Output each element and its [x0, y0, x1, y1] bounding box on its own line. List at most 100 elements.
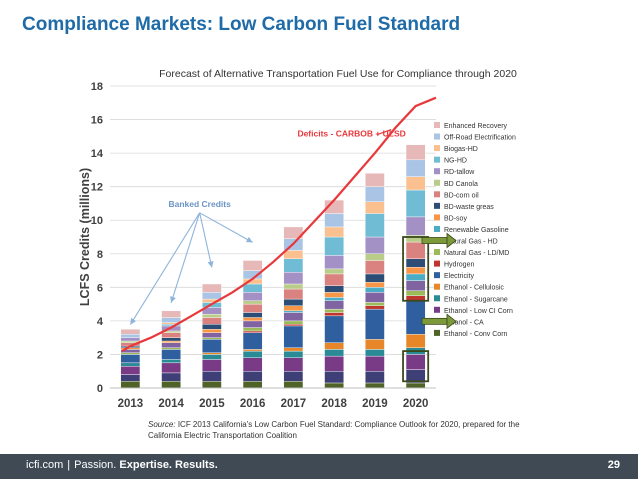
- y-tick-label: 0: [97, 383, 103, 395]
- banked-arrow: [129, 212, 201, 325]
- bar-segment: [161, 349, 181, 360]
- legend-swatch: [434, 306, 440, 313]
- y-tick-label: 6: [97, 282, 103, 294]
- bar-segment: [405, 273, 426, 281]
- x-tick-label: 2017: [281, 398, 307, 410]
- bar-segment: [365, 186, 385, 202]
- bar-segment: [202, 332, 222, 338]
- slide-title: Compliance Markets: Low Carbon Fuel Stan…: [22, 14, 461, 35]
- bar-segment: [324, 349, 344, 357]
- legend-label: Ethanol - Sugarcane: [444, 296, 508, 303]
- legend-swatch: [434, 179, 440, 186]
- legend-arrow-body: [421, 237, 448, 244]
- bar-segment: [365, 355, 385, 372]
- chart-axes: Forecast of Alternative Transportation F…: [78, 68, 517, 410]
- chart-annotations: Banked Credits: [129, 199, 457, 383]
- bar-segment: [120, 334, 141, 338]
- footer-brand[interactable]: icfi.com: [26, 459, 64, 471]
- bar-segment: [365, 201, 385, 214]
- source-text: ICF 2013 California's Low Carbon Fuel St…: [148, 420, 520, 440]
- legend-label: Ethanol - Low CI Corn: [444, 308, 513, 315]
- bar-segment: [405, 176, 426, 191]
- y-axis-label: LCFS Credits (millions): [78, 168, 92, 306]
- bar-segment: [161, 317, 181, 323]
- bar-segment: [283, 350, 304, 359]
- x-tick-label: 2020: [403, 398, 429, 410]
- bar-segment: [161, 362, 181, 374]
- bar-segment: [365, 339, 385, 350]
- legend-swatch: [434, 295, 440, 302]
- bar-segment: [283, 298, 304, 306]
- bar-segment: [283, 312, 304, 322]
- bar-segment: [161, 342, 181, 348]
- banked-arrowhead: [170, 296, 176, 303]
- y-tick-label: 12: [91, 182, 103, 194]
- bar-segment: [242, 317, 263, 322]
- chart-container: Deficits - CARBOB + ULSD Forecast of Alt…: [68, 62, 538, 424]
- bar-segment: [202, 359, 222, 372]
- bar-segment: [202, 352, 222, 355]
- banked-arrow: [199, 212, 213, 268]
- bar-segment: [405, 144, 426, 161]
- bar-segment: [202, 371, 222, 382]
- y-tick-label: 2: [97, 349, 103, 361]
- bar-segment: [283, 272, 304, 285]
- x-tick-label: 2016: [240, 398, 266, 410]
- source-label: Source:: [148, 420, 176, 429]
- legend-swatch: [434, 145, 440, 152]
- bar-segment: [365, 273, 385, 283]
- bar-segment: [324, 308, 344, 313]
- bar-segment: [161, 381, 181, 389]
- bar-segment: [365, 371, 385, 384]
- legend-label: Natural Gas - LD/MD: [444, 250, 509, 257]
- chart-bars: [120, 144, 426, 389]
- bar-segment: [324, 300, 344, 310]
- banked-credits-label: Banked Credits: [168, 199, 231, 209]
- bar-segment: [120, 381, 141, 389]
- bar-segment: [324, 285, 344, 293]
- bar-segment: [405, 189, 426, 218]
- bar-segment: [365, 253, 385, 261]
- x-tick-label: 2014: [158, 398, 184, 410]
- bar-segment: [283, 250, 304, 260]
- bar-segment: [242, 350, 263, 359]
- x-tick-label: 2018: [321, 398, 347, 410]
- highlight-box: [402, 236, 430, 302]
- bar-segment: [202, 339, 222, 353]
- bar-segment: [202, 317, 222, 325]
- bar-segment: [324, 382, 344, 389]
- bar-segment: [161, 347, 181, 350]
- bar-segment: [202, 313, 222, 318]
- x-tick-label: 2019: [362, 398, 388, 410]
- bar-segment: [202, 329, 222, 333]
- bar-segment: [202, 324, 222, 330]
- bar-segment: [405, 280, 426, 291]
- legend-swatch: [434, 133, 440, 140]
- bar-segment: [242, 292, 263, 301]
- bar-segment: [405, 266, 426, 275]
- bar-segment: [242, 371, 263, 382]
- source-note: Source: ICF 2013 California's Low Carbon…: [148, 420, 528, 441]
- bar-segment: [242, 283, 263, 293]
- bar-segment: [202, 292, 222, 300]
- bar-segment: [283, 258, 304, 273]
- bar-segment: [365, 260, 385, 275]
- legend-label: BD-waste greas: [444, 204, 494, 211]
- banked-arrowhead: [130, 317, 137, 325]
- bar-segment: [324, 268, 344, 275]
- legend-label: NG-HD: [444, 158, 467, 165]
- bar-segment: [120, 374, 141, 382]
- chart-deficit: Deficits - CARBOB + ULSD: [121, 96, 437, 353]
- y-tick-label: 8: [97, 249, 103, 261]
- bar-segment: [283, 347, 304, 352]
- bar-segment: [283, 283, 304, 290]
- bar-segment: [324, 297, 344, 301]
- bar-segment: [405, 334, 426, 348]
- chart-svg: Deficits - CARBOB + ULSD Forecast of Alt…: [78, 68, 517, 410]
- bar-segment: [405, 159, 426, 177]
- deficit-line: [121, 96, 437, 353]
- bar-segment: [283, 371, 304, 382]
- legend-label: BD Canola: [444, 181, 478, 188]
- bar-segment: [161, 372, 181, 382]
- bar-segment: [202, 381, 222, 389]
